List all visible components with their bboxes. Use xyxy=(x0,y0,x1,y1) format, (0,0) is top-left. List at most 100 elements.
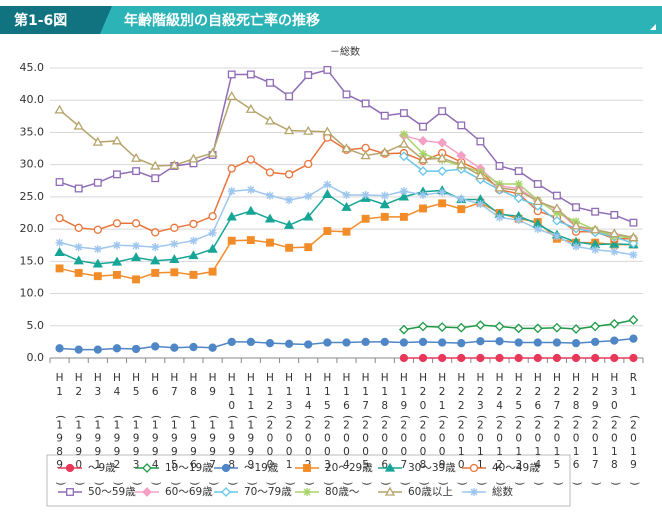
marker xyxy=(398,191,410,201)
marker xyxy=(189,270,198,279)
marker xyxy=(552,232,561,241)
marker xyxy=(572,242,581,251)
marker xyxy=(74,268,83,277)
marker xyxy=(246,155,256,164)
legend-label: 30～39歳 xyxy=(408,462,456,474)
y-tick-label: 35.0 xyxy=(20,125,45,138)
marker xyxy=(265,168,275,177)
marker xyxy=(93,245,102,254)
marker xyxy=(170,239,179,248)
marker xyxy=(361,99,370,108)
marker xyxy=(609,228,620,238)
marker xyxy=(475,170,486,180)
legend-label: 50～59歳 xyxy=(88,486,136,498)
marker xyxy=(112,219,122,228)
legend-label: 40～49歳 xyxy=(492,462,540,474)
marker xyxy=(54,104,65,114)
marker xyxy=(55,238,64,247)
legend-marker xyxy=(470,488,478,496)
marker xyxy=(226,91,237,101)
y-tick-label: 20.0 xyxy=(20,222,45,235)
marker xyxy=(399,187,408,196)
marker xyxy=(323,65,332,74)
marker xyxy=(532,196,543,206)
legend-marker xyxy=(66,488,74,496)
legend-label: 10～19歳 xyxy=(165,462,213,474)
marker xyxy=(304,243,313,252)
marker xyxy=(170,223,179,232)
marker xyxy=(419,122,427,131)
marker xyxy=(533,180,542,188)
marker xyxy=(132,275,141,284)
marker xyxy=(246,236,255,245)
legend-marker xyxy=(142,487,152,497)
marker xyxy=(189,219,198,229)
marker xyxy=(73,120,84,130)
legend-marker xyxy=(384,462,396,472)
marker xyxy=(304,192,313,201)
marker xyxy=(456,150,467,161)
marker xyxy=(398,138,410,148)
legend-label: 60～69歳 xyxy=(165,486,213,498)
marker xyxy=(437,166,448,177)
marker xyxy=(571,339,581,348)
marker xyxy=(514,216,523,225)
marker xyxy=(266,238,274,247)
marker xyxy=(245,103,256,113)
marker xyxy=(457,121,466,130)
marker xyxy=(418,166,428,177)
marker xyxy=(476,199,485,208)
marker xyxy=(322,126,333,136)
marker xyxy=(264,213,276,223)
y-tick-label: 0.0 xyxy=(27,351,45,364)
marker xyxy=(283,125,295,135)
marker xyxy=(227,337,236,347)
marker xyxy=(628,232,639,242)
marker xyxy=(438,188,447,197)
marker xyxy=(207,147,218,157)
x-tick-label: H1(1989) xyxy=(55,372,67,486)
marker xyxy=(227,236,236,245)
marker xyxy=(437,322,448,332)
marker xyxy=(342,338,351,347)
marker xyxy=(151,342,160,351)
marker xyxy=(380,191,389,200)
marker xyxy=(188,153,199,163)
legend-marker xyxy=(469,463,479,473)
legend-marker xyxy=(221,487,231,497)
marker xyxy=(476,353,485,363)
marker xyxy=(399,109,408,118)
marker xyxy=(113,270,121,279)
marker xyxy=(170,343,179,352)
marker xyxy=(342,90,351,99)
marker xyxy=(437,338,447,347)
marker xyxy=(130,152,142,162)
marker xyxy=(112,241,121,250)
marker xyxy=(189,342,198,352)
marker xyxy=(419,149,428,158)
legend-box xyxy=(46,454,571,507)
marker xyxy=(55,344,64,353)
marker xyxy=(283,219,295,229)
marker xyxy=(169,160,180,169)
marker xyxy=(74,345,83,354)
marker xyxy=(571,353,581,363)
marker xyxy=(74,243,83,252)
marker xyxy=(226,211,237,221)
marker xyxy=(323,180,332,189)
marker xyxy=(398,151,409,162)
marker xyxy=(379,199,390,209)
y-tick-label: 40.0 xyxy=(20,93,45,106)
marker xyxy=(227,70,236,79)
subtitle: －総数 xyxy=(330,45,360,58)
marker xyxy=(112,344,122,353)
marker xyxy=(341,201,352,211)
marker xyxy=(73,255,84,265)
marker xyxy=(266,78,274,87)
marker xyxy=(380,212,389,221)
marker xyxy=(245,205,256,215)
marker xyxy=(93,345,102,354)
marker xyxy=(437,353,447,363)
marker xyxy=(513,323,524,334)
